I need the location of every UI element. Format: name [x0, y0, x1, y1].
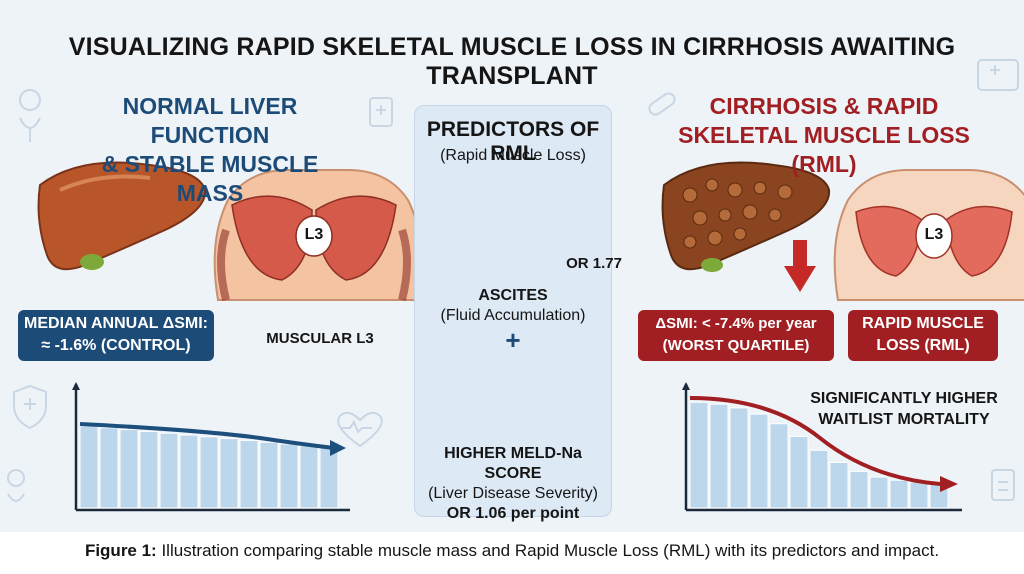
- chart-bar: [259, 441, 279, 509]
- clipboard-icon: [369, 97, 393, 127]
- muscular-l3-caption: MUSCULAR L3: [266, 330, 374, 347]
- predictors-panel: [414, 105, 612, 517]
- chart-bar: [239, 439, 259, 509]
- right-heading-line1: CIRRHOSIS & RAPID: [709, 93, 939, 119]
- chart-bar: [159, 432, 179, 509]
- chart-bar: [99, 427, 119, 509]
- right-chart-bars: [689, 401, 949, 509]
- rml-line1: RAPID MUSCLE: [862, 315, 984, 332]
- left-heading-line2: & STABLE MUSCLE MASS: [101, 151, 319, 206]
- ascites-label: ASCITES (Fluid Accumulation): [414, 286, 612, 326]
- stethoscope-icon: [7, 469, 25, 502]
- predictors-subtitle: (Rapid Muscle Loss): [440, 147, 586, 164]
- mortality-label: SIGNIFICANTLY HIGHER WAITLIST MORTALITY: [806, 388, 1002, 430]
- right-mortality-chart: [682, 382, 962, 512]
- rml-box: RAPID MUSCLE LOSS (RML): [848, 310, 998, 361]
- main-title: VISUALIZING RAPID SKELETAL MUSCLE LOSS I…: [68, 33, 956, 90]
- left-heading-line1: NORMAL LIVER FUNCTION: [122, 93, 298, 148]
- control-smi-line1: MEDIAN ANNUAL ΔSMI:: [24, 315, 208, 332]
- ascites-line1: ASCITES: [478, 287, 548, 304]
- heart-icon: [337, 411, 383, 448]
- chart-bar: [729, 407, 749, 509]
- muscular-torso-illustration: [213, 169, 423, 301]
- chart-bar: [199, 436, 219, 509]
- rml-smi-line1: ΔSMI: < -7.4% per year: [655, 315, 817, 332]
- left-chart-bars: [79, 425, 339, 509]
- chart-bar: [139, 430, 159, 509]
- healthy-liver-illustration: [37, 161, 207, 271]
- chart-bar: [119, 429, 139, 509]
- chart-bar: [909, 481, 929, 509]
- mortality-line2: WAITLIST MORTALITY: [818, 411, 990, 428]
- ambulance-icon: [977, 59, 1019, 91]
- clipboard-icon: [991, 469, 1015, 501]
- left-l3-label: L3: [304, 226, 324, 243]
- chart-bar: [849, 470, 869, 509]
- figure-caption: Figure 1: Illustration comparing stable …: [0, 541, 1024, 561]
- right-l3-label: L3: [924, 226, 944, 243]
- caption-label: Figure 1:: [84, 541, 157, 560]
- chart-bar: [179, 434, 199, 509]
- meld-line1: HIGHER MELD-Na SCORE: [444, 445, 582, 482]
- chart-bar: [869, 476, 889, 509]
- right-heading-line2: SKELETAL MUSCLE LOSS (RML): [678, 122, 970, 177]
- chart-bar: [279, 443, 299, 509]
- chart-bar: [769, 423, 789, 509]
- left-smi-chart: [72, 382, 350, 512]
- predictors-title: PREDICTORS OF RML: [426, 118, 600, 165]
- rml-smi-box: ΔSMI: < -7.4% per year (WORST QUARTILE): [638, 310, 834, 361]
- rml-line2: LOSS (RML): [876, 337, 970, 354]
- control-smi-line2: ≈ -1.6% (CONTROL): [41, 337, 191, 354]
- mortality-line1: SIGNIFICANTLY HIGHER: [810, 390, 998, 407]
- meld-line3: OR 1.06 per point: [446, 505, 580, 522]
- cirrhotic-liver-illustration: [661, 161, 831, 272]
- right-heading: CIRRHOSIS & RAPID SKELETAL MUSCLE LOSS (…: [666, 92, 982, 179]
- ascites-line2: (Fluid Accumulation): [440, 307, 586, 324]
- chart-bar: [789, 435, 809, 509]
- background-icons: [7, 59, 1019, 502]
- control-smi-box: MEDIAN ANNUAL ΔSMI: ≈ -1.6% (CONTROL): [18, 310, 214, 361]
- chart-bar: [219, 438, 239, 509]
- meld-line2: (Liver Disease Severity): [428, 485, 598, 502]
- pill-icon: [648, 92, 676, 116]
- chart-bar: [889, 479, 909, 509]
- chart-bar: [689, 401, 709, 509]
- chart-bar: [829, 461, 849, 509]
- decline-down-arrow: [784, 240, 816, 292]
- plus-sign: +: [505, 325, 521, 355]
- rml-smi-line2: (WORST QUARTILE): [662, 337, 810, 354]
- meld-label: HIGHER MELD-Na SCORE (Liver Disease Seve…: [414, 444, 612, 524]
- left-heading: NORMAL LIVER FUNCTION & STABLE MUSCLE MA…: [70, 92, 350, 208]
- chart-bar: [319, 447, 339, 509]
- chart-bar: [709, 403, 729, 509]
- stethoscope-icon: [19, 89, 41, 142]
- wasted-torso-illustration: [833, 169, 1024, 301]
- chart-bar: [809, 449, 829, 509]
- chart-bar: [299, 445, 319, 509]
- shield-icon: [13, 384, 47, 430]
- chart-bar: [79, 425, 99, 509]
- chart-bar: [749, 413, 769, 509]
- caption-text: Illustration comparing stable muscle mas…: [156, 541, 940, 560]
- ascites-odds-ratio: OR 1.77: [566, 255, 622, 272]
